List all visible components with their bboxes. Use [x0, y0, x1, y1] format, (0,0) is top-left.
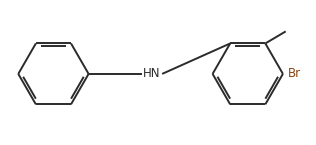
Text: HN: HN — [143, 67, 160, 80]
Text: Br: Br — [288, 67, 301, 80]
